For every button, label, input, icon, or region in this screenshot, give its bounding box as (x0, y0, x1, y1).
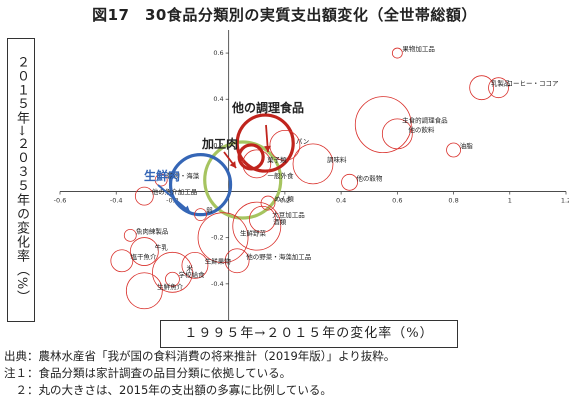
point-label: 乾物・海藻 (167, 171, 200, 180)
x-tick-label: 0.8 (448, 197, 458, 205)
point-label: コーヒー・ココア (507, 80, 560, 88)
bubble-油脂 (446, 142, 461, 158)
y-tick-label: -0.4 (211, 280, 224, 288)
point-label: 学校給食 (179, 270, 206, 279)
y-axis-label-box: ２０１５年→２０３５年の変化率（%） (7, 38, 35, 322)
bubble-調味料 (292, 143, 334, 185)
bubble-大豆加工品 (248, 205, 276, 233)
point-label: 果物加工品 (402, 44, 435, 53)
bubble-生鮮肉 (168, 153, 233, 217)
callout-arrowhead (183, 205, 190, 212)
x-tick-label: -0.6 (54, 197, 67, 205)
point-label: 菓子類 (267, 155, 287, 164)
bubble-コーヒー・ココア (488, 77, 509, 99)
x-tick-label: 0.6 (392, 197, 402, 205)
point-label: 他の飲料 (408, 125, 435, 134)
source-note: 出典：農林水産省「我が国の食料消費の将来推計（2019年版）」より抜粋。 (4, 349, 396, 363)
bubble-酒類 (232, 201, 282, 251)
point-label: 他の野菜・海藻加工品 (246, 252, 311, 261)
callout-arrow (157, 184, 191, 213)
point-label: 米 (186, 263, 193, 272)
point-label: 卵 (206, 206, 213, 215)
footnote-2: ２：丸の大きさは、2015年の支出額の多寡に比例している。 (4, 383, 332, 397)
y-tick-label: 0.2 (213, 141, 223, 149)
x-axis-label-box: １９９５年→２０１５年の変化率（%） (160, 320, 458, 348)
x-tick-label: 1.2 (561, 197, 569, 205)
point-label: 生鮮果物 (205, 256, 232, 265)
callout-label: 加工肉 (201, 136, 238, 151)
callout-label: 他の調理食品 (231, 100, 304, 115)
point-label: 塩干魚介 (130, 252, 157, 261)
y-tick-label: 0.6 (213, 49, 223, 57)
callout-arrowhead (264, 145, 272, 152)
x-tick-label: -0.2 (166, 197, 179, 205)
bubble-一般外食 (203, 140, 283, 220)
chart-title: 図17 30食品分類別の実質支出額変化（全世帯総額） (92, 6, 477, 24)
bubble-他の魚介加工品 (134, 186, 154, 206)
x-tick-label: 0.2 (280, 197, 290, 205)
point-label: 乳製品 (491, 79, 511, 88)
x-tick-label: -0.4 (110, 197, 123, 205)
bubble-めん類 (260, 195, 276, 211)
callout-arrowhead (229, 161, 236, 168)
bubble-卵 (194, 208, 207, 222)
bubble-主食的調理食品 (354, 96, 412, 154)
bubble-他の穀物 (341, 173, 358, 191)
point-label: 牛乳 (155, 243, 169, 252)
point-label: 主食的調理食品 (402, 116, 448, 125)
point-label: 一般外食 (268, 171, 295, 180)
point-label: 生鮮野菜 (240, 229, 266, 238)
y-axis-label: ２０１５年→２０３５年の変化率（%） (14, 55, 29, 305)
point-label: 他の穀物 (356, 173, 383, 182)
bubble-生鮮果物 (181, 251, 209, 279)
x-tick-label: 1 (508, 197, 512, 205)
y-tick-label: -0.2 (211, 234, 224, 242)
point-label: 大豆加工品 (272, 210, 305, 219)
bubble-生鮮野菜 (197, 212, 249, 264)
bubble-生鮮魚介 (125, 272, 163, 310)
bubble-乳製品 (469, 75, 495, 101)
y-tick-label: 0.4 (213, 95, 223, 103)
bubble-他の調理食品 (235, 113, 295, 173)
point-label: めん類 (274, 194, 294, 203)
bubble-魚肉練製品 (123, 228, 137, 242)
bubble-他の飲料 (381, 118, 413, 150)
bubble-学校給食 (165, 271, 180, 287)
x-axis-label: １９９５年→２０１５年の変化率（%） (184, 326, 434, 341)
point-label: 酒類 (273, 217, 287, 226)
bubble-牛乳 (129, 237, 159, 266)
bubble-乾物・海藻 (154, 173, 168, 187)
footnotes: 出典：農林水産省「我が国の食料消費の将来推計（2019年版）」より抜粋。 注１：… (4, 348, 564, 399)
point-label: 調味料 (327, 155, 347, 164)
x-tick-label: 0.4 (336, 197, 346, 205)
bubble-米 (152, 251, 193, 293)
point-label: 油脂 (460, 141, 474, 150)
point-label: 他の魚介加工品 (152, 187, 198, 196)
bubble-果物加工品 (391, 47, 403, 59)
callout-label: 生鮮肉 (144, 168, 180, 183)
bubble-chart: -0.6 -0.4 -0.2 0.2 0.4 0.6 0.8 1 1.2 -0.4 -0.2 0.2 0… (54, 30, 569, 330)
footnote-1: 注１：食品分類は家計調査の品目分類に依拠している。 (4, 366, 292, 380)
bubble-塩干魚介 (110, 249, 134, 273)
bubble-パン (269, 129, 301, 161)
bubble-他の野菜・海藻加工品 (224, 248, 250, 274)
bubble-加工肉 (237, 143, 265, 171)
point-label: 生鮮魚介 (157, 282, 184, 291)
point-label: パン (296, 137, 309, 145)
point-label: 魚肉練製品 (136, 226, 169, 235)
